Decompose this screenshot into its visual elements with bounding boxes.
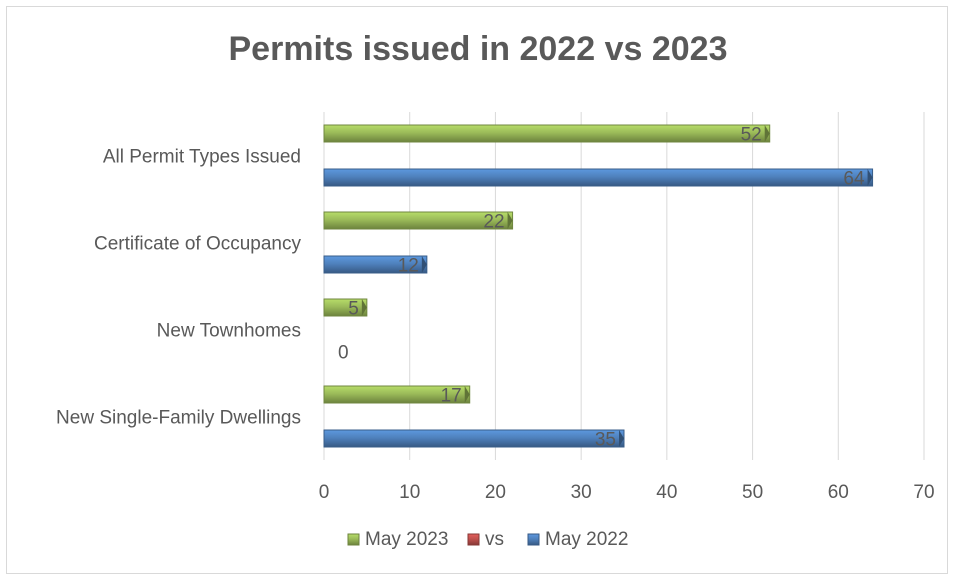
bar-may-2022 xyxy=(323,429,625,448)
chart-frame xyxy=(6,6,948,574)
legend-swatch xyxy=(527,533,540,546)
category-label: Certificate of Occupancy xyxy=(94,234,301,255)
data-label: 35 xyxy=(595,430,616,451)
x-tick-label: 40 xyxy=(656,482,677,503)
x-tick-label: 60 xyxy=(828,482,849,503)
category-label: New Single-Family Dwellings xyxy=(56,408,301,429)
bar-may-2022 xyxy=(323,168,874,187)
legend-label: vs xyxy=(485,529,504,550)
legend-label: May 2022 xyxy=(545,529,628,550)
legend-label: May 2023 xyxy=(365,529,448,550)
bar-end-bevel xyxy=(421,256,427,273)
legend-layer: May 2023 vs May 2022 xyxy=(347,529,628,550)
bar-may-2023 xyxy=(323,298,368,317)
legend-swatch xyxy=(347,533,360,546)
data-label: 64 xyxy=(843,169,865,190)
legend-swatch xyxy=(467,533,480,546)
x-tick-label: 70 xyxy=(913,482,934,503)
data-label: 22 xyxy=(483,212,504,233)
bar-end-bevel xyxy=(361,299,367,316)
bar-end-bevel xyxy=(867,169,873,186)
data-label: 17 xyxy=(441,386,462,407)
x-tick-label: 10 xyxy=(399,482,420,503)
bar-layer: 52 64 22 12 5 0 17 35 xyxy=(323,124,874,451)
grid-layer xyxy=(323,112,925,460)
category-label: All Permit Types Issued xyxy=(103,147,301,168)
bar-end-bevel xyxy=(619,430,624,447)
category-label: New Townhomes xyxy=(157,321,301,342)
data-label: 52 xyxy=(741,125,762,146)
data-label: 5 xyxy=(348,299,359,320)
bar-end-bevel xyxy=(464,386,470,403)
bar-end-bevel xyxy=(764,125,770,142)
data-label: 12 xyxy=(398,256,419,277)
bar-end-bevel xyxy=(507,212,513,229)
x-tick-label: 30 xyxy=(571,482,592,503)
x-tick-label: 20 xyxy=(485,482,506,503)
x-tick-label: 50 xyxy=(742,482,763,503)
bar-may-2023 xyxy=(323,124,771,143)
chart-title: Permits issued in 2022 vs 2023 xyxy=(228,30,728,68)
x-tick-label: 0 xyxy=(319,482,330,503)
data-label: 0 xyxy=(338,343,349,364)
